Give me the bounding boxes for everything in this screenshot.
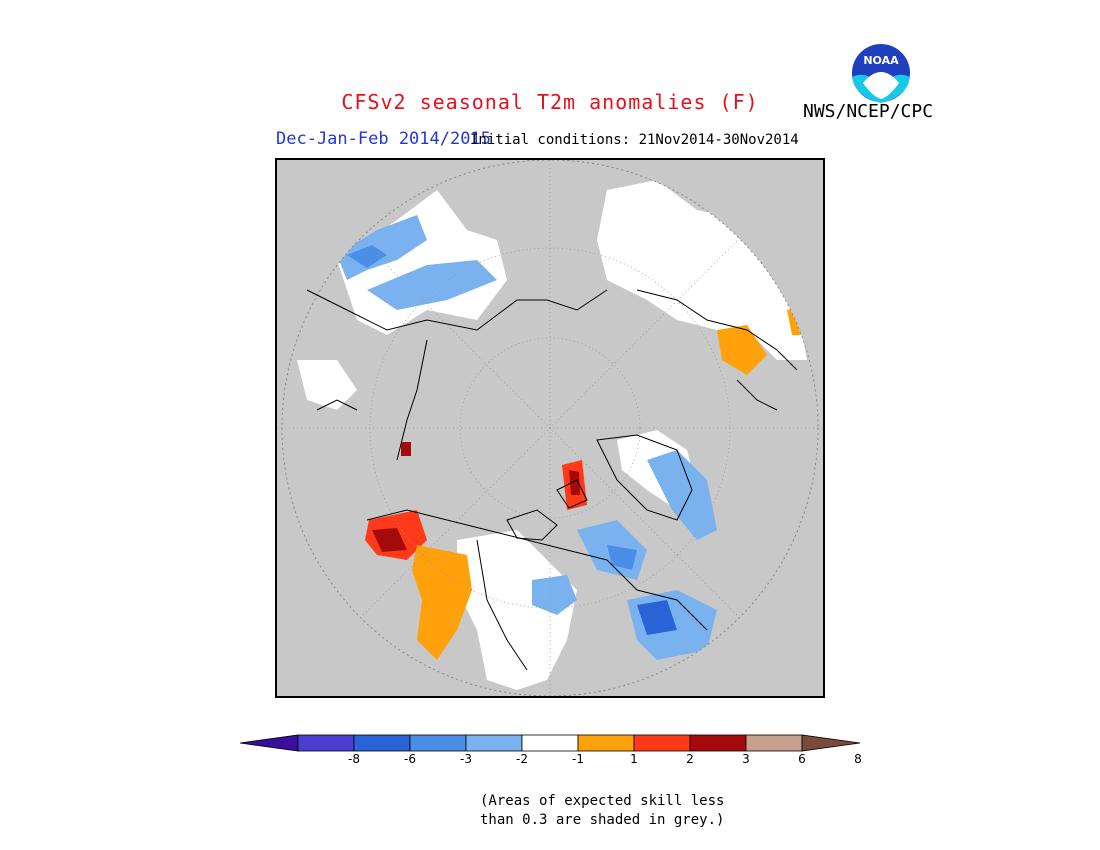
- coastline-europe: [636, 289, 798, 411]
- warm-anomaly-alaska-core: [372, 528, 407, 552]
- warm-anomaly-siberia-edge: [377, 180, 407, 205]
- cool-anomaly-scandinavia: [647, 450, 717, 540]
- polar-map: [275, 158, 825, 698]
- warm-anomaly-west-canada: [412, 545, 472, 660]
- neutral-region-africa: [297, 360, 357, 410]
- agency-label: NWS/NCEP/CPC: [803, 101, 934, 122]
- skill-note-line2: than 0.3 are shaded in grey.): [480, 812, 725, 828]
- initial-conditions: Initial conditions: 21Nov2014-30Nov2014: [470, 132, 799, 148]
- colorbar-segment: [577, 734, 635, 752]
- warm-anomaly-greenland-core: [569, 470, 580, 495]
- neutral-region-canada: [457, 530, 577, 690]
- colorbar-arrow-right: [801, 734, 861, 752]
- noaa-logo: NOAA: [849, 41, 913, 105]
- map-title: CFSv2 seasonal T2m anomalies (F): [341, 90, 759, 114]
- cool-anomaly-russia: [367, 260, 497, 310]
- colorbar-tick-label: 8: [854, 752, 862, 766]
- warm-anomaly-bering: [401, 442, 411, 456]
- colorbar-segment: [745, 734, 803, 752]
- cool-anomaly-hudson-core: [607, 545, 637, 570]
- meridian-line: [359, 237, 741, 619]
- colorbar-tick-label: -2: [516, 752, 528, 766]
- colorbar-segment: [353, 734, 411, 752]
- colorbar-tick-label: 2: [686, 752, 694, 766]
- coastline-north-america: [366, 509, 708, 671]
- cool-anomaly-siberia: [337, 215, 427, 280]
- cool-anomaly-prairies: [532, 575, 577, 615]
- colorbar-segment: [297, 734, 355, 752]
- coastline-asia: [306, 289, 608, 461]
- cool-anomaly-siberia-core: [347, 245, 387, 268]
- colorbar-arrow-left: [239, 734, 299, 752]
- colorbar-tick-label: -3: [460, 752, 472, 766]
- colorbar-tick-label: -8: [348, 752, 360, 766]
- neutral-region-europe: [597, 180, 807, 360]
- colorbar-tick-label: 6: [798, 752, 806, 766]
- skill-note-line1: (Areas of expected skill less: [480, 793, 725, 809]
- colorbar-tick-label: -6: [404, 752, 416, 766]
- neutral-region-siberia: [337, 190, 507, 335]
- latitude-circle: [459, 337, 641, 519]
- season-period: Dec-Jan-Feb 2014/2015: [276, 129, 491, 149]
- cool-anomaly-northeast-core: [637, 600, 677, 635]
- warm-anomaly-europe: [717, 325, 767, 375]
- colorbar-tick-label: -1: [572, 752, 584, 766]
- colorbar: [238, 733, 862, 757]
- colorbar-segment: [689, 734, 747, 752]
- colorbar-segment: [465, 734, 523, 752]
- colorbar-tick-label: 1: [630, 752, 638, 766]
- colorbar-segment: [633, 734, 691, 752]
- coastline-greenland: [596, 434, 693, 521]
- colorbar-segment: [409, 734, 467, 752]
- logo-text: NOAA: [863, 54, 899, 67]
- colorbar-tick-label: 3: [742, 752, 750, 766]
- colorbar-segment: [521, 734, 579, 752]
- coastline-arctic-islands: [506, 479, 588, 541]
